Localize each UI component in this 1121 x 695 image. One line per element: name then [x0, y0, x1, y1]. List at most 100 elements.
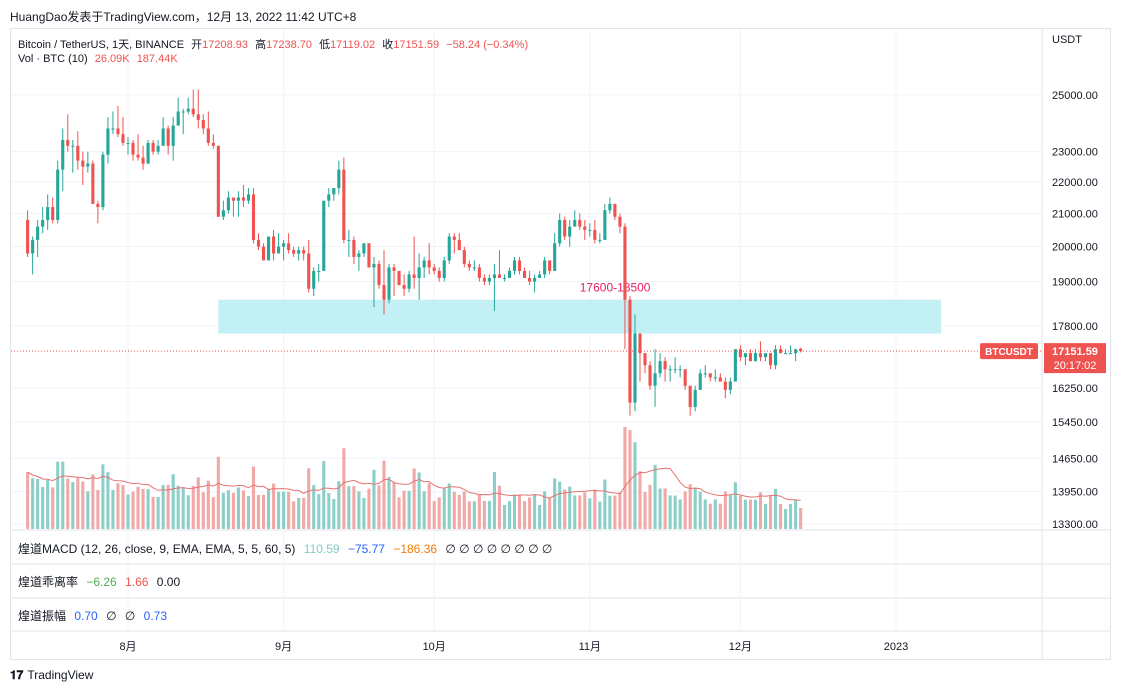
candle — [543, 256, 547, 278]
candle — [799, 347, 803, 353]
time-tick-label: 10月 — [423, 641, 446, 653]
candle-body — [703, 373, 707, 375]
volume-bar — [111, 489, 115, 529]
candle — [613, 203, 617, 221]
volume-bar — [382, 460, 386, 529]
candle-body — [287, 243, 291, 251]
volume-bar — [46, 479, 50, 529]
volume-bar — [432, 501, 436, 529]
candle-body — [789, 353, 793, 355]
candle-body — [548, 260, 552, 271]
candle-body — [367, 243, 371, 268]
candle-body — [563, 220, 567, 237]
candle — [517, 256, 522, 275]
price-tick-label: 14650.00 — [1052, 453, 1098, 465]
candle-body — [302, 250, 306, 254]
candle-body — [452, 236, 456, 240]
candle — [723, 377, 727, 399]
footer-brand[interactable]: 𝟏𝟕 TradingView — [10, 668, 93, 683]
volume-bar — [517, 494, 522, 529]
candle — [658, 353, 662, 378]
candle-body — [608, 203, 612, 211]
volume-bar — [121, 485, 125, 529]
candle — [201, 114, 205, 135]
candle — [86, 151, 90, 173]
candle-body — [176, 111, 180, 126]
candle — [76, 131, 80, 170]
volume-bar — [598, 501, 602, 529]
volume-bar — [447, 483, 451, 529]
candle-body — [297, 250, 301, 254]
candle — [442, 256, 446, 282]
candle-body — [593, 229, 597, 240]
volume-bar — [643, 492, 647, 529]
deviation-label[interactable]: 煌道乖离率 — [18, 575, 79, 589]
candle-body — [241, 197, 246, 201]
symbol-tag-label: BTCUSDT — [985, 347, 1033, 358]
symbol-title[interactable]: Bitcoin / TetherUS, 1天, BINANCE — [18, 39, 185, 51]
candle — [307, 239, 311, 293]
candle — [71, 139, 75, 173]
candle — [231, 197, 235, 217]
volume-bar — [101, 464, 105, 529]
volume-bar — [663, 488, 667, 529]
volume-bar — [683, 491, 687, 529]
volume-bar — [241, 490, 246, 529]
candle-body — [768, 353, 773, 366]
candle — [176, 97, 180, 126]
amplitude-legend: 煌道振幅 0.70 ∅ ∅ 0.73 — [18, 607, 172, 624]
candle-body — [151, 142, 155, 152]
volume-bar — [402, 490, 406, 529]
amplitude-label[interactable]: 煌道振幅 — [18, 609, 67, 623]
candle-body — [292, 250, 296, 254]
candle — [598, 233, 602, 244]
volume-bar — [593, 489, 597, 529]
macd-value-3: −186.36 — [393, 542, 438, 556]
candle — [196, 89, 200, 129]
candle — [412, 236, 416, 289]
candle — [462, 246, 466, 268]
candle — [357, 250, 361, 271]
volume-bar — [548, 497, 552, 529]
macd-label[interactable]: 煌道MACD (12, 26, close, 9, EMA, EMA, 5, 5… — [18, 542, 296, 556]
candle-body — [733, 349, 737, 382]
volume-bar — [633, 442, 637, 529]
volume-bar — [312, 485, 316, 529]
candle — [643, 353, 647, 374]
candle — [146, 139, 150, 164]
candle — [618, 213, 622, 234]
candle — [558, 213, 562, 247]
volume-bar — [297, 497, 301, 529]
volume-bar — [26, 472, 30, 529]
candle — [768, 353, 773, 370]
time-tick-label: 12月 — [729, 641, 752, 653]
candle — [387, 263, 391, 304]
volume-bar — [56, 461, 60, 529]
volume-bar — [578, 495, 582, 529]
candle-body — [778, 349, 783, 354]
candle-body — [342, 169, 346, 240]
candle — [246, 188, 251, 204]
volume-bar — [76, 477, 80, 529]
candle-body — [231, 197, 235, 201]
candle — [327, 188, 331, 208]
volume-bar — [61, 461, 65, 529]
volume-bar — [91, 474, 95, 529]
volume-bar — [608, 495, 612, 529]
volume-label[interactable]: Vol · BTC (10) — [18, 53, 88, 65]
candle-body — [191, 108, 195, 115]
candle-body — [447, 236, 451, 261]
candle-body — [352, 239, 356, 257]
candle-body — [753, 353, 758, 362]
candle — [663, 357, 667, 382]
volume-legend: Vol · BTC (10) 26.09K 187.44K — [18, 53, 182, 65]
candle — [206, 111, 210, 146]
candle-body — [588, 229, 592, 231]
deviation-legend: 煌道乖离率 −6.26 1.66 0.00 — [18, 573, 185, 590]
low-value: 17119.02 — [330, 39, 376, 51]
candle — [432, 263, 436, 275]
candle — [241, 184, 246, 208]
candle — [437, 267, 441, 282]
candle — [66, 114, 70, 152]
